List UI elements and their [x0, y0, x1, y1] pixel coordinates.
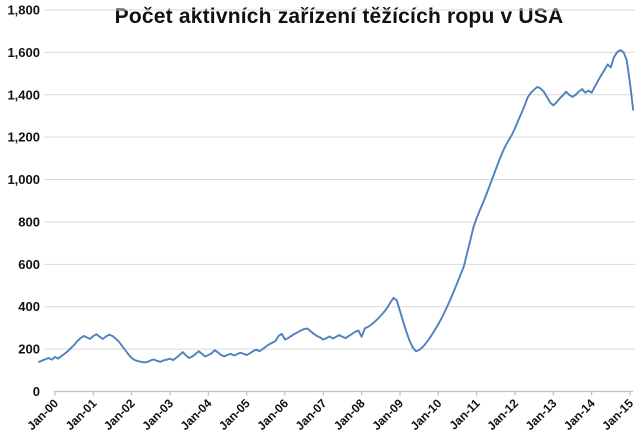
x-tick-label: Jan-13	[523, 396, 560, 433]
x-tick-label: Jan-00	[24, 396, 61, 433]
x-tick-label: Jan-12	[484, 396, 521, 433]
x-tick-label: Jan-14	[561, 396, 598, 433]
y-tick-label: 600	[18, 257, 40, 272]
x-tick-label: Jan-11	[446, 396, 483, 433]
y-tick-label: 1,400	[7, 87, 40, 102]
x-tick-label: Jan-03	[139, 396, 176, 433]
x-tick-label: Jan-05	[216, 396, 253, 433]
y-tick-label: 1,600	[7, 45, 40, 60]
x-tick-label: Jan-01	[63, 396, 100, 433]
x-tick-label: Jan-10	[408, 396, 445, 433]
y-tick-label: 800	[18, 214, 40, 229]
x-tick-label: Jan-07	[293, 396, 330, 433]
x-tick-label: Jan-09	[369, 396, 406, 433]
y-tick-label: 200	[18, 342, 40, 357]
y-tick-label: 1,000	[7, 172, 40, 187]
data-line-series	[38, 49, 635, 364]
y-tick-label: 1,200	[7, 130, 40, 145]
x-tick-label: Jan-08	[331, 396, 368, 433]
x-tick-label: Jan-04	[178, 396, 215, 433]
y-tick-label: 0	[33, 384, 40, 399]
chart-title: Počet aktivních zařízení těžících ropu v…	[114, 5, 564, 28]
x-tick-label: Jan-15	[599, 396, 636, 433]
x-tick-label: Jan-06	[254, 396, 291, 433]
y-tick-label: 1,800	[7, 3, 40, 18]
x-tick-label: Jan-02	[101, 396, 138, 433]
y-tick-label: 400	[18, 299, 40, 314]
